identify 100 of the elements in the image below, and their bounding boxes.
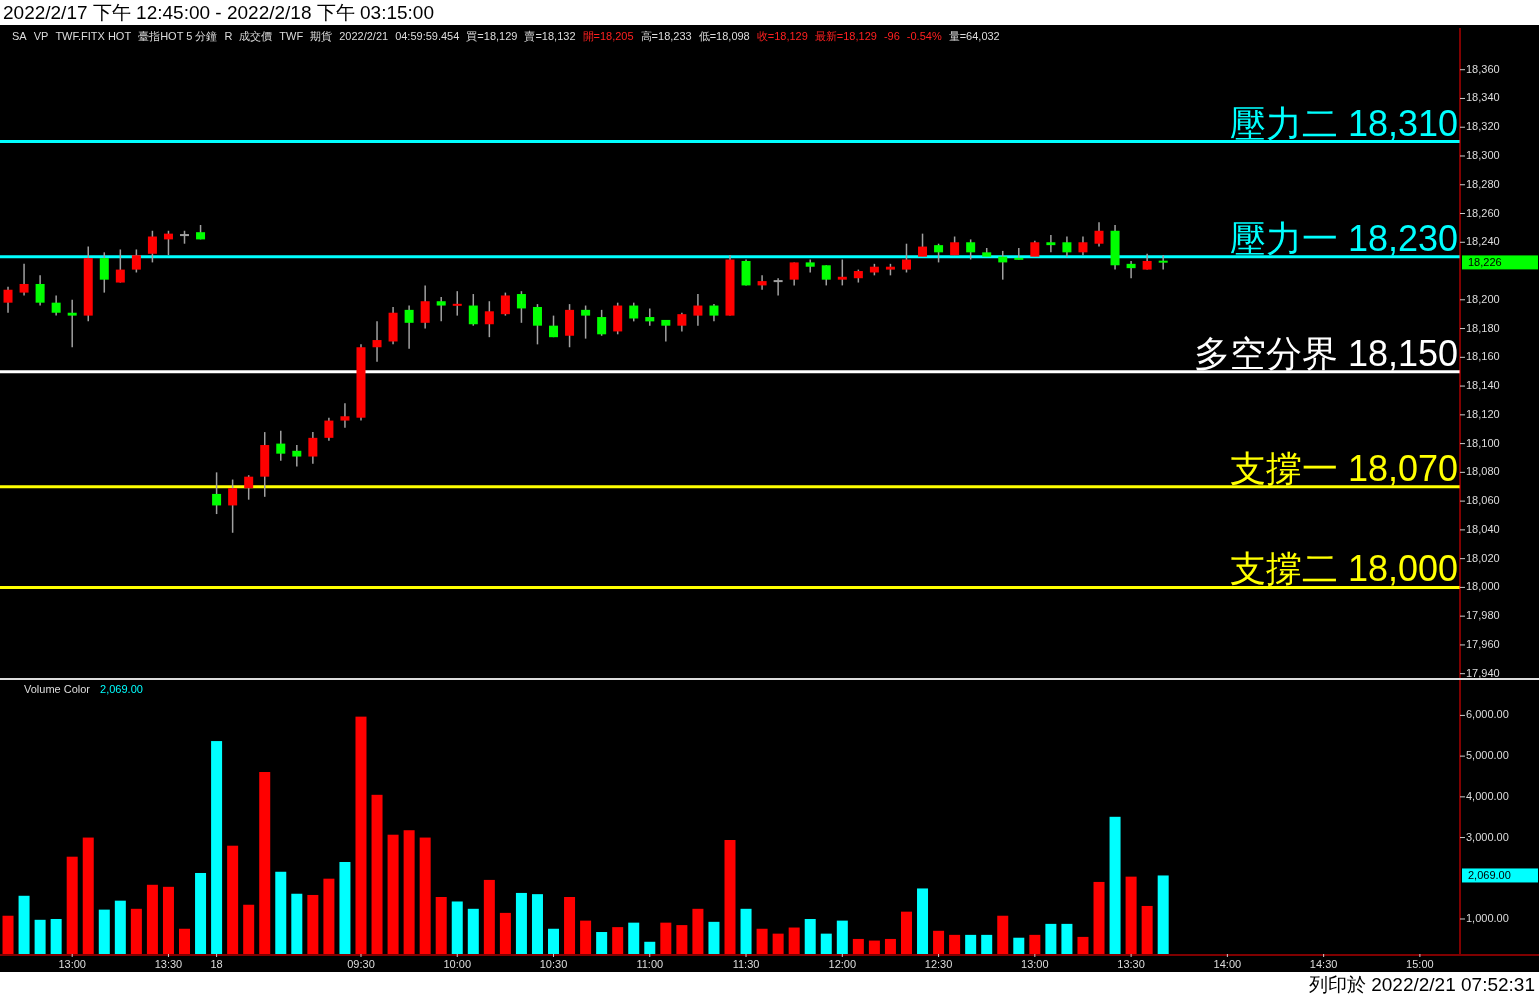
candlestick: [597, 309, 607, 337]
y-tick-label: 18,360: [1466, 62, 1500, 75]
y-tick-label: 18,320: [1466, 120, 1500, 133]
candlestick: [532, 303, 542, 346]
x-tick-label: 14:00: [1213, 958, 1242, 970]
candlestick: [19, 263, 29, 297]
y-tick-label: 17,960: [1466, 637, 1500, 650]
x-tick-label: 09:30: [347, 958, 375, 970]
x-tick-label: 10:00: [443, 958, 472, 970]
annotation: VP: [33, 30, 49, 42]
y-tick-label: 18,240: [1466, 235, 1500, 248]
ref-line-label: 支撐一 18,070: [1229, 447, 1458, 489]
candlestick: [677, 311, 687, 333]
annotation: 成交價: [239, 30, 273, 42]
candlestick: [500, 291, 510, 317]
candlestick: [452, 290, 462, 317]
annotation: TWF.FITX HOT: [55, 30, 132, 42]
annotation: R: [224, 30, 233, 42]
text: 2,069.00: [1468, 869, 1511, 882]
candlestick: [1094, 221, 1104, 248]
candlestick: [1126, 260, 1136, 279]
candlestick: [292, 444, 302, 468]
y-tick-label: 18,260: [1466, 206, 1500, 219]
y-tick-label: 18,060: [1466, 494, 1500, 507]
ref-line-label: 壓力二 18,310: [1229, 102, 1458, 144]
candlestick: [966, 238, 976, 261]
annotation: 開=18,205: [582, 30, 634, 42]
x-tick-label: 15:00: [1406, 958, 1434, 970]
candlestick: [147, 230, 157, 264]
x-tick-label: 10:30: [539, 958, 568, 970]
candlestick: [918, 232, 928, 258]
annotation: TWF: [279, 30, 304, 42]
candlestick: [1046, 234, 1056, 254]
y-tick-label: 17,980: [1466, 609, 1500, 622]
y-tick-label: 18,180: [1466, 321, 1500, 334]
candlestick: [773, 277, 783, 297]
y-tick-label: 18,020: [1466, 551, 1500, 564]
x-tick-label: 13:30: [154, 958, 183, 970]
candlestick: [99, 251, 109, 294]
y-tick-label: 4,000.00: [1466, 789, 1509, 802]
candlestick: [484, 300, 494, 338]
candlestick: [115, 248, 125, 284]
x-tick-label: 11:30: [732, 958, 760, 970]
candlestick: [35, 274, 45, 307]
candlestick: [372, 320, 382, 363]
y-tick-label: 5,000.00: [1466, 749, 1509, 762]
candlestick: [276, 429, 286, 462]
x-tick-label: 11:00: [636, 958, 664, 970]
x-tick-label: 13:30: [1117, 958, 1145, 970]
ref-line-label: 壓力一 18,230: [1229, 217, 1458, 259]
annotation: 收=18,129: [756, 30, 808, 42]
candlestick: [468, 293, 478, 327]
annotation: Volume Color: [24, 683, 91, 695]
y-tick-label: 18,340: [1466, 91, 1500, 104]
annotation: -0.54%: [906, 30, 942, 42]
candlestick: [324, 416, 334, 442]
candlestick: [244, 474, 254, 501]
candlestick: [51, 294, 61, 317]
x-tick-label: 14:30: [1309, 958, 1338, 970]
text: 列印於 2022/2/21 07:52:31: [1308, 974, 1535, 995]
annotation: 2,069.00: [100, 683, 143, 695]
candlestick: [516, 290, 526, 324]
annotation: 臺指HOT 5 分鐘: [138, 30, 218, 42]
y-tick-label: 18,040: [1466, 522, 1500, 535]
candlestick: [693, 293, 703, 327]
candlestick: [1158, 254, 1168, 271]
x-tick-label: 12:00: [828, 958, 857, 970]
y-tick-label: 17,940: [1466, 666, 1500, 679]
x-tick-label: 18: [210, 958, 223, 970]
candlestick: [212, 471, 222, 515]
y-tick-label: 18,100: [1466, 436, 1500, 449]
candlestick: [308, 431, 318, 465]
annotation: 最新=18,129: [814, 30, 877, 42]
candlestick: [436, 296, 446, 323]
x-tick-label: 13:00: [58, 958, 86, 970]
annotation: 期貨: [310, 30, 333, 42]
candlestick: [757, 274, 767, 291]
candlestick: [1078, 235, 1088, 256]
candlestick: [934, 242, 944, 264]
candlestick: [581, 304, 591, 340]
y-tick-label: 18,140: [1466, 379, 1500, 392]
ref-line-label: 支撐二 18,000: [1229, 548, 1458, 590]
annotation: SA: [12, 30, 28, 42]
ref-line-label: 多空分界 18,150: [1193, 332, 1458, 374]
candlestick: [1014, 247, 1024, 261]
y-tick-label: 3,000.00: [1466, 830, 1509, 843]
annotation: 量=64,032: [948, 30, 1000, 42]
annotation: 04:59:59.454: [395, 30, 460, 42]
text: 18,226: [1468, 256, 1502, 269]
annotation: 2022/2/21: [339, 30, 389, 42]
y-tick-label: 6,000.00: [1466, 708, 1509, 721]
y-tick-label: 18,080: [1466, 465, 1500, 478]
candlestick: [821, 264, 831, 287]
x-tick-label: 13:00: [1021, 958, 1049, 970]
y-tick-label: 18,000: [1466, 580, 1500, 593]
y-tick-label: 18,120: [1466, 407, 1500, 420]
y-tick-label: 1,000.00: [1466, 911, 1509, 924]
candlestick: [404, 304, 414, 350]
candlestick: [420, 284, 430, 330]
annotation: 買=18,129: [466, 30, 518, 42]
